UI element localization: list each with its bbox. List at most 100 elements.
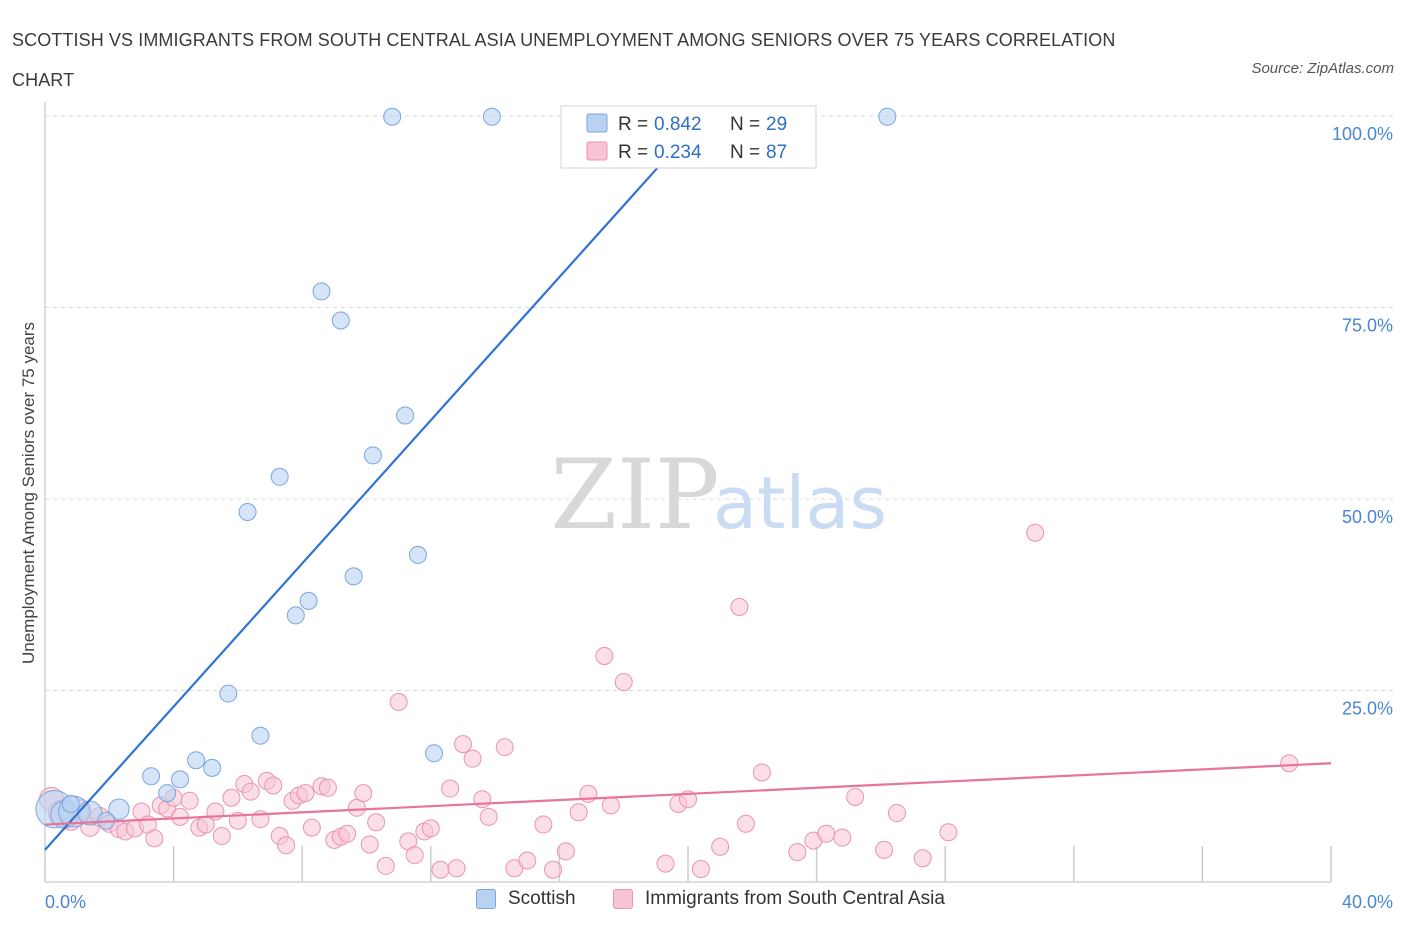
immigrants-point xyxy=(338,824,357,843)
chart-title: SCOTTISH VS IMMIGRANTS FROM SOUTH CENTRA… xyxy=(12,30,1116,90)
immigrants-point xyxy=(711,837,730,856)
scottish-point xyxy=(878,107,897,126)
immigrants-point xyxy=(691,859,710,878)
immigrants-point xyxy=(595,647,614,666)
immigrants-point xyxy=(441,779,460,798)
scottish-point xyxy=(331,311,350,330)
immigrants-point xyxy=(833,828,852,847)
y-tick-label: 75.0% xyxy=(1342,316,1393,336)
immigrants-point xyxy=(277,836,296,855)
immigrants-point xyxy=(495,738,514,757)
immigrants-point xyxy=(730,598,749,617)
immigrants-point xyxy=(354,784,373,803)
scottish-point xyxy=(344,567,363,586)
immigrants-point xyxy=(752,763,771,782)
legend-n-label-2: N = xyxy=(730,142,760,163)
immigrants-point xyxy=(296,784,315,803)
legend-r-label-1: R = xyxy=(618,114,648,135)
immigrants-point xyxy=(212,827,231,846)
scottish-point xyxy=(238,503,257,522)
y-tick-label: 100.0% xyxy=(1332,124,1393,144)
scottish-point xyxy=(425,744,444,763)
immigrants-point xyxy=(318,778,337,797)
x-tick-label: 0.0% xyxy=(45,892,86,912)
bottom-legend: Scottish Immigrants from South Central A… xyxy=(0,888,1406,916)
scottish-point xyxy=(408,545,427,564)
legend-swatch-immigrants xyxy=(586,141,608,161)
immigrants-point xyxy=(241,782,260,801)
immigrants-point xyxy=(817,824,836,843)
legend-r-value-2: 0.234 xyxy=(654,142,702,163)
scottish-point xyxy=(203,758,222,777)
immigrants-point xyxy=(1280,754,1299,773)
immigrants-point xyxy=(939,823,958,842)
source-label: Source: ZipAtlas.com xyxy=(1251,60,1394,77)
immigrants-point xyxy=(913,849,932,868)
immigrants-trend-line xyxy=(44,762,1332,826)
bottom-legend-scottish: Scottish xyxy=(476,888,576,910)
immigrants-point xyxy=(788,843,807,862)
immigrants-point xyxy=(534,815,553,834)
x-tick-labels: 0.0% 40.0% xyxy=(45,892,1393,912)
legend-swatch-scottish xyxy=(586,113,608,133)
immigrants-point xyxy=(887,804,906,823)
scottish-trend-line xyxy=(44,115,705,851)
immigrants-point xyxy=(264,776,283,795)
trend-lines xyxy=(44,115,1332,851)
legend-n-value-2: 87 xyxy=(766,142,787,163)
immigrants-point xyxy=(145,829,164,848)
legend-n-value-1: 29 xyxy=(766,114,787,135)
scottish-point xyxy=(312,282,331,301)
scottish-point xyxy=(108,798,130,820)
immigrants-point xyxy=(569,803,588,822)
immigrants-point xyxy=(463,749,482,768)
watermark-zip: ZIP xyxy=(550,439,719,551)
immigrants-point xyxy=(367,813,386,832)
immigrants-point xyxy=(479,807,498,826)
immigrants-point xyxy=(875,840,894,859)
immigrants-point xyxy=(447,859,466,878)
series-scottish-points xyxy=(35,107,897,830)
scottish-point xyxy=(219,684,238,703)
axes xyxy=(44,102,1332,883)
y-axis-title: Unemployment Among Seniors over 75 years xyxy=(19,322,38,664)
immigrants-point xyxy=(302,818,321,837)
legend-r-value-1: 0.842 xyxy=(654,114,702,135)
grid-lines xyxy=(45,115,1393,691)
immigrants-point xyxy=(846,787,865,806)
scottish-point xyxy=(61,794,80,813)
bottom-legend-label-scottish: Scottish xyxy=(508,888,576,909)
immigrants-point xyxy=(222,788,241,807)
immigrants-point xyxy=(614,673,633,692)
immigrants-point xyxy=(376,856,395,875)
immigrants-point xyxy=(656,854,675,873)
scottish-point xyxy=(383,107,402,126)
scottish-point xyxy=(142,767,161,786)
scottish-point xyxy=(270,467,289,486)
immigrants-point xyxy=(421,819,440,838)
immigrants-point xyxy=(405,846,424,865)
x-tick-label: 40.0% xyxy=(1342,892,1393,912)
immigrants-point xyxy=(601,796,620,815)
immigrants-point xyxy=(360,835,379,854)
bottom-legend-immigrants: Immigrants from South Central Asia xyxy=(613,888,945,910)
immigrants-point xyxy=(453,735,472,754)
bottom-legend-swatch-immigrants xyxy=(613,889,633,909)
scottish-point xyxy=(396,406,415,425)
legend-n-label-1: N = xyxy=(730,114,760,135)
scottish-point xyxy=(251,726,270,745)
legend-r-label-2: R = xyxy=(618,142,648,163)
y-tick-labels: 100.0% 75.0% 50.0% 25.0% xyxy=(1332,124,1393,719)
immigrants-point xyxy=(518,851,537,870)
stats-legend: R = 0.842 N = 29 R = 0.234 N = 87 xyxy=(560,105,817,169)
scottish-point xyxy=(299,591,318,610)
watermark-atlas: atlas xyxy=(713,461,887,545)
y-tick-label: 25.0% xyxy=(1342,699,1393,719)
scottish-point xyxy=(187,751,206,770)
immigrants-point xyxy=(431,860,450,879)
immigrants-point xyxy=(543,860,562,879)
scottish-point xyxy=(363,446,382,465)
immigrants-point xyxy=(180,791,199,810)
series-immigrants-points xyxy=(39,523,1299,879)
